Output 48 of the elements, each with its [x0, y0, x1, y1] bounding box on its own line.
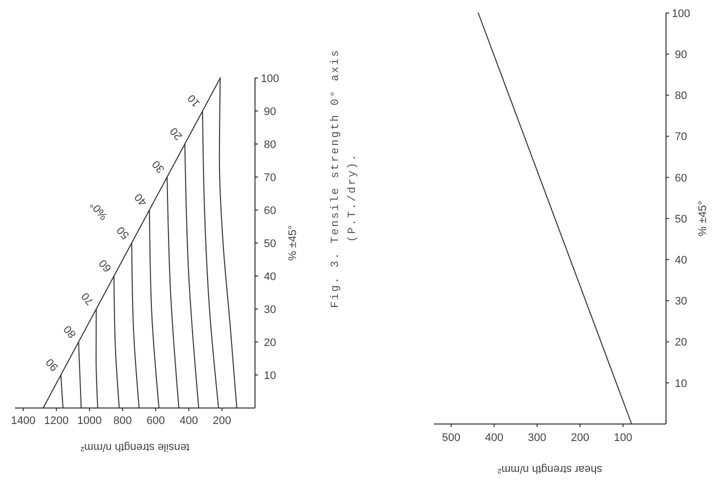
x-tick-label: 400 [180, 414, 198, 427]
y-tick-label: 90 [674, 48, 688, 61]
y-tick-label: 30 [264, 304, 276, 316]
text: 90 [44, 356, 62, 373]
x-tick-label: 200 [570, 432, 590, 444]
y-tick-label: 40 [674, 254, 688, 266]
text: 30 [150, 158, 168, 175]
x-tick-label: 400 [484, 432, 504, 444]
y-tick-label: 80 [264, 138, 276, 151]
y-tick-label: 60 [264, 204, 276, 217]
y-tick-label: 100 [260, 72, 280, 85]
y-tick-label: 70 [264, 172, 276, 184]
y-tick-label: 50 [674, 213, 688, 226]
x-tick-label: 300 [528, 432, 546, 444]
x-tick-label: 500 [442, 432, 460, 444]
y-tick-label: 50 [264, 238, 276, 250]
text: 60 [97, 256, 114, 274]
y-axis-title: % ±45° [286, 225, 299, 261]
y-tick-label: 90 [264, 106, 276, 118]
y-axis-title: % ±45° [696, 200, 709, 236]
y-tick-label: 10 [264, 370, 276, 382]
x-tick-label: 1000 [77, 414, 102, 427]
y-tick-label: 60 [674, 172, 688, 184]
x-tick-label: 100 [614, 432, 632, 444]
y-tick-label: 30 [674, 296, 688, 308]
text: 10 [186, 92, 203, 109]
y-tick-label: 20 [264, 336, 276, 349]
text: 80 [62, 322, 79, 340]
y-tick-label: 40 [264, 270, 276, 283]
text: (P.T./dry). [347, 152, 359, 242]
x-tick-label: 800 [113, 414, 132, 427]
x-axis-title: tensile strength n/mm² [80, 441, 190, 454]
x-tick-label: 200 [212, 414, 232, 427]
caption: Fig. 3. Tensile strength 0° axis [330, 48, 342, 308]
y-tick-label: 10 [674, 378, 688, 390]
annotation: %0° [88, 198, 110, 222]
y-tick-label: 100 [672, 8, 690, 20]
y-tick-label: 20 [674, 336, 688, 349]
text: 50 [114, 224, 132, 241]
x-tick-label: 600 [146, 414, 165, 427]
x-tick-label: 1400 [11, 414, 36, 427]
text: 40 [132, 190, 150, 208]
x-axis-title: shear strength n/mm² [497, 463, 602, 476]
text: 20 [168, 124, 186, 142]
y-tick-label: 80 [674, 90, 688, 102]
x-tick-label: 1200 [44, 414, 69, 427]
text: 70 [79, 290, 96, 307]
y-tick-label: 70 [674, 131, 688, 144]
